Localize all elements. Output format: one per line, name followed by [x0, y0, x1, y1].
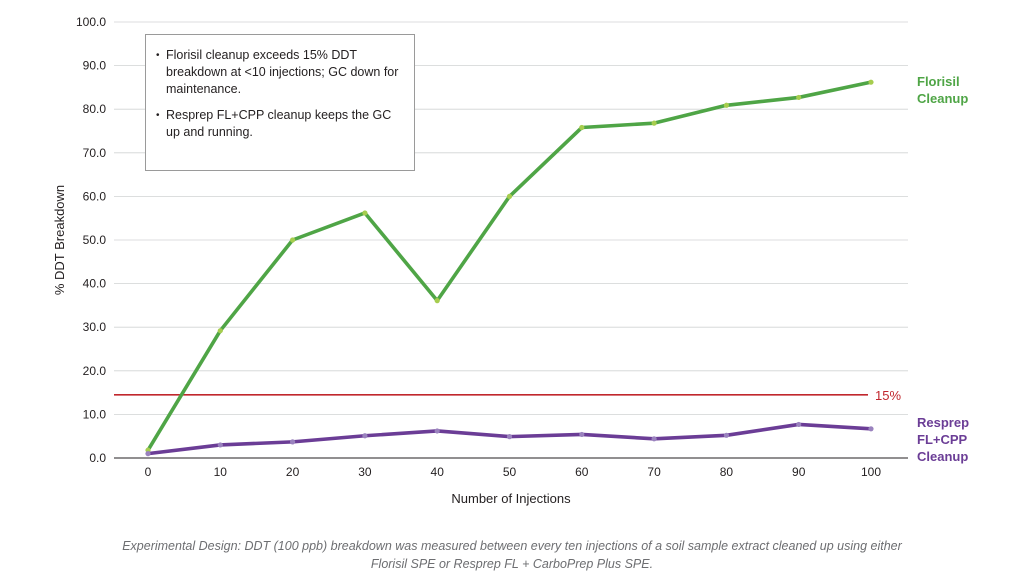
x-tick-label: 80	[720, 465, 734, 479]
data-point	[796, 94, 802, 101]
x-tick-label: 60	[575, 465, 589, 479]
series-label-florisil: Cleanup	[917, 91, 968, 106]
data-point	[723, 102, 730, 108]
annotation-box: Florisil cleanup exceeds 15% DDT breakdo…	[145, 34, 415, 171]
series-label-resprep: Resprep	[917, 415, 969, 430]
y-tick-label: 50.0	[83, 233, 107, 247]
gridlines	[114, 21, 908, 459]
reference-line-label: 15%	[875, 388, 901, 403]
x-tick-label: 50	[503, 465, 517, 479]
y-axis-ticks: 0.0 10.0 20.0 30.0 40.0 50.0 60.0 70.0 80.0 90.0 1…	[76, 15, 106, 465]
data-point	[579, 431, 585, 438]
data-point	[145, 451, 151, 457]
data-point	[506, 434, 513, 440]
annotation-resprep: Resprep FL+CPP cleanup keeps the GC up a…	[156, 107, 402, 141]
data-point	[434, 298, 440, 304]
x-tick-label: 30	[358, 465, 372, 479]
data-point	[362, 210, 368, 216]
y-tick-label: 10.0	[83, 407, 107, 421]
data-point	[723, 432, 730, 438]
x-tick-label: 0	[145, 465, 152, 479]
y-tick-label: 80.0	[83, 102, 107, 116]
data-point	[217, 328, 223, 334]
x-axis-title: Number of Injections	[451, 491, 571, 506]
data-point	[362, 433, 368, 439]
series-label-florisil: Florisil	[917, 74, 960, 89]
y-tick-label: 40.0	[83, 277, 107, 291]
y-tick-label: 20.0	[83, 364, 107, 378]
data-point	[651, 436, 657, 442]
series-labels: Florisil Cleanup Resprep FL+CPP Cleanup	[917, 74, 969, 464]
x-tick-label: 70	[647, 465, 661, 479]
data-point	[434, 428, 440, 434]
y-tick-label: 90.0	[83, 59, 107, 73]
x-tick-label: 90	[792, 465, 806, 479]
data-point	[868, 79, 874, 85]
data-point	[868, 426, 874, 432]
series-label-resprep: FL+CPP	[917, 432, 968, 447]
data-point	[579, 124, 585, 131]
experimental-design-caption: Experimental Design: DDT (100 ppb) break…	[122, 539, 902, 571]
series-label-resprep: Cleanup	[917, 449, 968, 464]
x-tick-label: 20	[286, 465, 300, 479]
annotation-florisil: Florisil cleanup exceeds 15% DDT breakdo…	[156, 47, 402, 98]
y-tick-label: 60.0	[83, 189, 107, 203]
x-tick-label: 40	[431, 465, 445, 479]
series-group	[145, 79, 874, 457]
y-tick-label: 70.0	[83, 146, 107, 160]
data-point	[290, 237, 296, 243]
y-axis-title: % DDT Breakdown	[52, 185, 67, 295]
x-axis-ticks: 0 10 20 30 40 50 60 70 80 90 100	[145, 465, 882, 479]
y-tick-label: 100.0	[76, 15, 106, 29]
data-point	[290, 439, 296, 445]
data-point	[796, 421, 802, 428]
x-tick-label: 100	[861, 465, 881, 479]
data-point	[651, 120, 657, 126]
data-point	[217, 442, 223, 448]
y-tick-label: 0.0	[89, 451, 106, 465]
y-tick-label: 30.0	[83, 320, 107, 334]
data-point	[506, 193, 513, 199]
x-tick-label: 10	[214, 465, 228, 479]
reference-line-group: 15%	[114, 388, 901, 403]
